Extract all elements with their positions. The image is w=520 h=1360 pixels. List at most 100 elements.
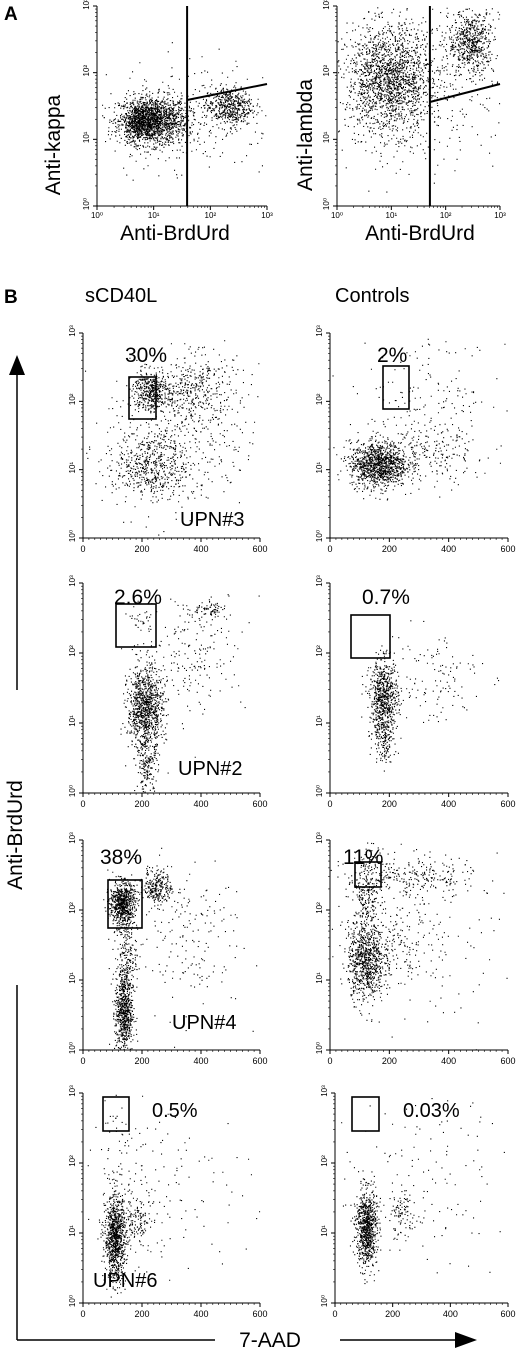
y-tick-label: 10² — [68, 1155, 77, 1167]
x-tick-label: 10² — [440, 211, 452, 220]
plot-upn6-scd40l: 10⁰ 10¹ 10² 10³ 0 200 400 600 — [68, 1085, 268, 1319]
x-tick-label: 600 — [500, 1056, 515, 1066]
y-tick-label: 10³ — [68, 325, 77, 337]
y-tick-label: 10² — [315, 902, 324, 914]
a1-ylabel: Anti-kappa — [42, 94, 65, 195]
column-header-scd40l: sCD40L — [85, 285, 157, 307]
a1-xlabel: Anti-BrdUrd — [120, 222, 230, 245]
plot-upn2-controls: 10⁰ 10¹ 10² 10³ 0 200 400 600 — [315, 575, 516, 809]
y-tick-label: 10⁰ — [320, 1295, 329, 1307]
y-tick-label: 10³ — [322, 0, 331, 10]
gate-box — [107, 879, 143, 929]
gate-box — [382, 365, 410, 410]
y-tick-label: 10⁰ — [68, 1295, 77, 1307]
x-tick-label: 0 — [80, 799, 85, 809]
data-points — [361, 620, 500, 772]
gate-pct-upn3-scd40l: 30% — [125, 344, 167, 367]
y-tick-label: 10¹ — [322, 131, 331, 143]
x-tick-label: 10¹ — [386, 211, 398, 220]
y-tick-label: 10³ — [82, 0, 91, 10]
x-tick-label: 400 — [193, 544, 208, 554]
y-tick-label: 10¹ — [315, 715, 324, 727]
gate-box — [350, 614, 391, 659]
x-tick-label: 600 — [252, 1056, 267, 1066]
x-tick-label: 400 — [193, 1309, 208, 1319]
x-tick-label: 600 — [500, 799, 515, 809]
y-tick-label: 10¹ — [315, 972, 324, 984]
x-tick-label: 200 — [134, 799, 149, 809]
x-tick-label: 0 — [327, 1056, 332, 1066]
y-tick-label: 10³ — [68, 1085, 77, 1097]
y-tick-label: 10³ — [315, 575, 324, 587]
data-points — [103, 847, 258, 1050]
x-tick-label: 0 — [327, 544, 332, 554]
y-tick-label: 10⁰ — [82, 198, 91, 210]
plot-a-kappa: 10⁰ 10¹ 10² 10³ 10⁰ 10¹ 10² 10³ — [82, 0, 273, 220]
y-tick-label: 10³ — [315, 832, 324, 844]
panel-b-label: B — [4, 287, 18, 308]
x-tick-label: 0 — [80, 544, 85, 554]
x-tick-label: 400 — [441, 799, 456, 809]
panel-a-label: A — [4, 4, 18, 25]
y-tick-label: 10¹ — [68, 1225, 77, 1237]
gate-box — [102, 1096, 130, 1132]
data-points — [87, 1094, 261, 1298]
y-tick-label: 10⁰ — [68, 1042, 77, 1054]
a2-xlabel: Anti-BrdUrd — [365, 222, 475, 245]
data-points — [341, 1098, 505, 1285]
plot-upn2-scd40l: 10⁰ 10¹ 10² 10³ 0 200 400 600 — [68, 575, 268, 809]
y-tick-label: 10² — [320, 1155, 329, 1167]
gate-pct-upn2-controls: 0.7% — [362, 586, 410, 609]
x-tick-label: 200 — [134, 1056, 149, 1066]
y-tick-label: 10⁰ — [315, 1042, 324, 1054]
a2-ylabel: Anti-lambda — [294, 79, 317, 191]
y-tick-label: 10¹ — [68, 715, 77, 727]
y-tick-label: 10⁰ — [322, 198, 331, 210]
data-points — [332, 338, 508, 501]
y-tick-label: 10² — [315, 645, 324, 657]
y-tick-label: 10³ — [315, 325, 324, 337]
data-points — [337, 7, 501, 193]
y-axis-arrowhead — [9, 355, 25, 375]
column-header-controls: Controls — [335, 285, 409, 307]
y-tick-label: 10² — [322, 65, 331, 77]
x-tick-label: 10⁰ — [91, 211, 103, 220]
sample-label-upn2: UPN#2 — [178, 758, 242, 780]
x-tick-label: 0 — [80, 1309, 85, 1319]
y-tick-label: 10² — [315, 393, 324, 405]
gate-pct-upn6-controls: 0.03% — [403, 1100, 460, 1122]
quadrant-line — [186, 83, 268, 101]
y-tick-label: 10⁰ — [68, 530, 77, 542]
data-points — [85, 340, 260, 536]
plot-upn3-scd40l: 10⁰ 10¹ 10² 10³ 0 200 400 600 — [68, 325, 268, 554]
plot-upn3-controls: 10⁰ 10¹ 10² 10³ 0 200 400 600 — [315, 325, 516, 554]
gate-pct-upn4-controls: 11% — [343, 846, 383, 869]
sample-label-upn6: UPN#6 — [93, 1270, 157, 1292]
gate-pct-upn4-scd40l: 38% — [100, 846, 142, 869]
x-tick-label: 600 — [252, 1309, 267, 1319]
x-axis-label: 7-AAD — [239, 1329, 301, 1352]
x-tick-label: 400 — [443, 1309, 458, 1319]
x-tick-label: 400 — [193, 799, 208, 809]
data-points — [102, 42, 267, 181]
y-tick-label: 10² — [68, 902, 77, 914]
y-tick-label: 10⁰ — [315, 785, 324, 797]
y-tick-label: 10² — [82, 65, 91, 77]
x-tick-label: 200 — [134, 1309, 149, 1319]
y-tick-label: 10³ — [68, 575, 77, 587]
y-tick-label: 10³ — [68, 832, 77, 844]
y-tick-label: 10² — [68, 393, 77, 405]
y-tick-label: 10¹ — [320, 1225, 329, 1237]
x-tick-label: 600 — [252, 544, 267, 554]
y-tick-label: 10¹ — [315, 462, 324, 474]
x-tick-label: 600 — [500, 544, 515, 554]
x-tick-label: 400 — [441, 544, 456, 554]
x-axis-arrowhead — [455, 1332, 477, 1348]
x-tick-label: 400 — [193, 1056, 208, 1066]
gate-pct-upn3-controls: 2% — [377, 344, 407, 367]
x-tick-label: 10³ — [494, 211, 506, 220]
x-tick-label: 0 — [327, 799, 332, 809]
gate-box — [354, 861, 382, 888]
y-tick-label: 10¹ — [68, 462, 77, 474]
